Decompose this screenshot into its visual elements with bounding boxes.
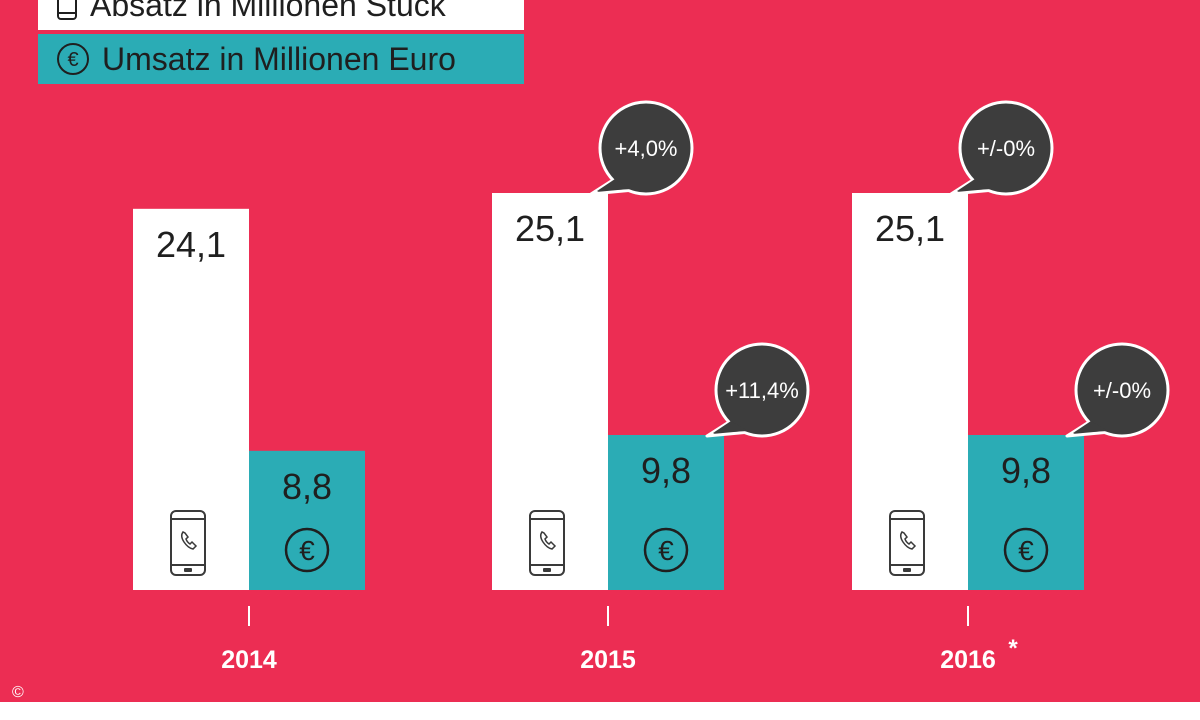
footnote-marker: * xyxy=(1008,635,1018,662)
data-label: 9,8 xyxy=(1001,450,1051,491)
svg-text:€: € xyxy=(67,49,78,71)
euro-icon: € xyxy=(56,42,90,76)
legend-label-umsatz: Umsatz in Millionen Euro xyxy=(102,40,456,77)
euro-icon: € xyxy=(1003,527,1049,573)
change-bubble xyxy=(949,100,1054,196)
bar-absatz xyxy=(852,193,968,590)
data-label: 9,8 xyxy=(641,450,691,491)
svg-text:€: € xyxy=(299,535,315,566)
phone-icon xyxy=(170,510,206,576)
data-label: 8,8 xyxy=(282,466,332,507)
data-label: 24,1 xyxy=(156,224,226,265)
svg-text:€: € xyxy=(1018,535,1034,566)
change-bubble xyxy=(705,342,810,438)
change-label: +11,4% xyxy=(725,378,799,403)
legend-item-umsatz: € Umsatz in Millionen Euro xyxy=(38,34,524,84)
bar-absatz xyxy=(133,208,249,591)
bar-umsatz xyxy=(968,434,1084,590)
change-bubble xyxy=(1065,342,1170,438)
x-tick-label: 2015 xyxy=(580,646,636,674)
bar-umsatz xyxy=(249,450,365,590)
bar-absatz xyxy=(492,193,608,590)
x-tick-label: 2016 xyxy=(940,646,996,674)
change-label: +/-0% xyxy=(1093,378,1151,403)
change-label: +/-0% xyxy=(977,136,1035,161)
x-tick-label: 2014 xyxy=(221,646,277,674)
change-label: +4,0% xyxy=(615,136,678,161)
euro-icon: € xyxy=(284,527,330,573)
phone-icon xyxy=(529,510,565,576)
bar-umsatz xyxy=(608,434,724,590)
phone-icon xyxy=(889,510,925,576)
data-label: 25,1 xyxy=(875,208,945,249)
legend-item-absatz: Absatz in Millionen Stück xyxy=(38,0,524,30)
copyright-symbol: © xyxy=(12,684,24,701)
legend-label-absatz: Absatz in Millionen Stück xyxy=(90,0,446,23)
change-bubble xyxy=(589,100,694,196)
phone-icon xyxy=(56,0,78,21)
svg-text:€: € xyxy=(658,535,674,566)
bottom-strip xyxy=(0,702,1200,720)
euro-icon: € xyxy=(643,527,689,573)
data-label: 25,1 xyxy=(515,208,585,249)
